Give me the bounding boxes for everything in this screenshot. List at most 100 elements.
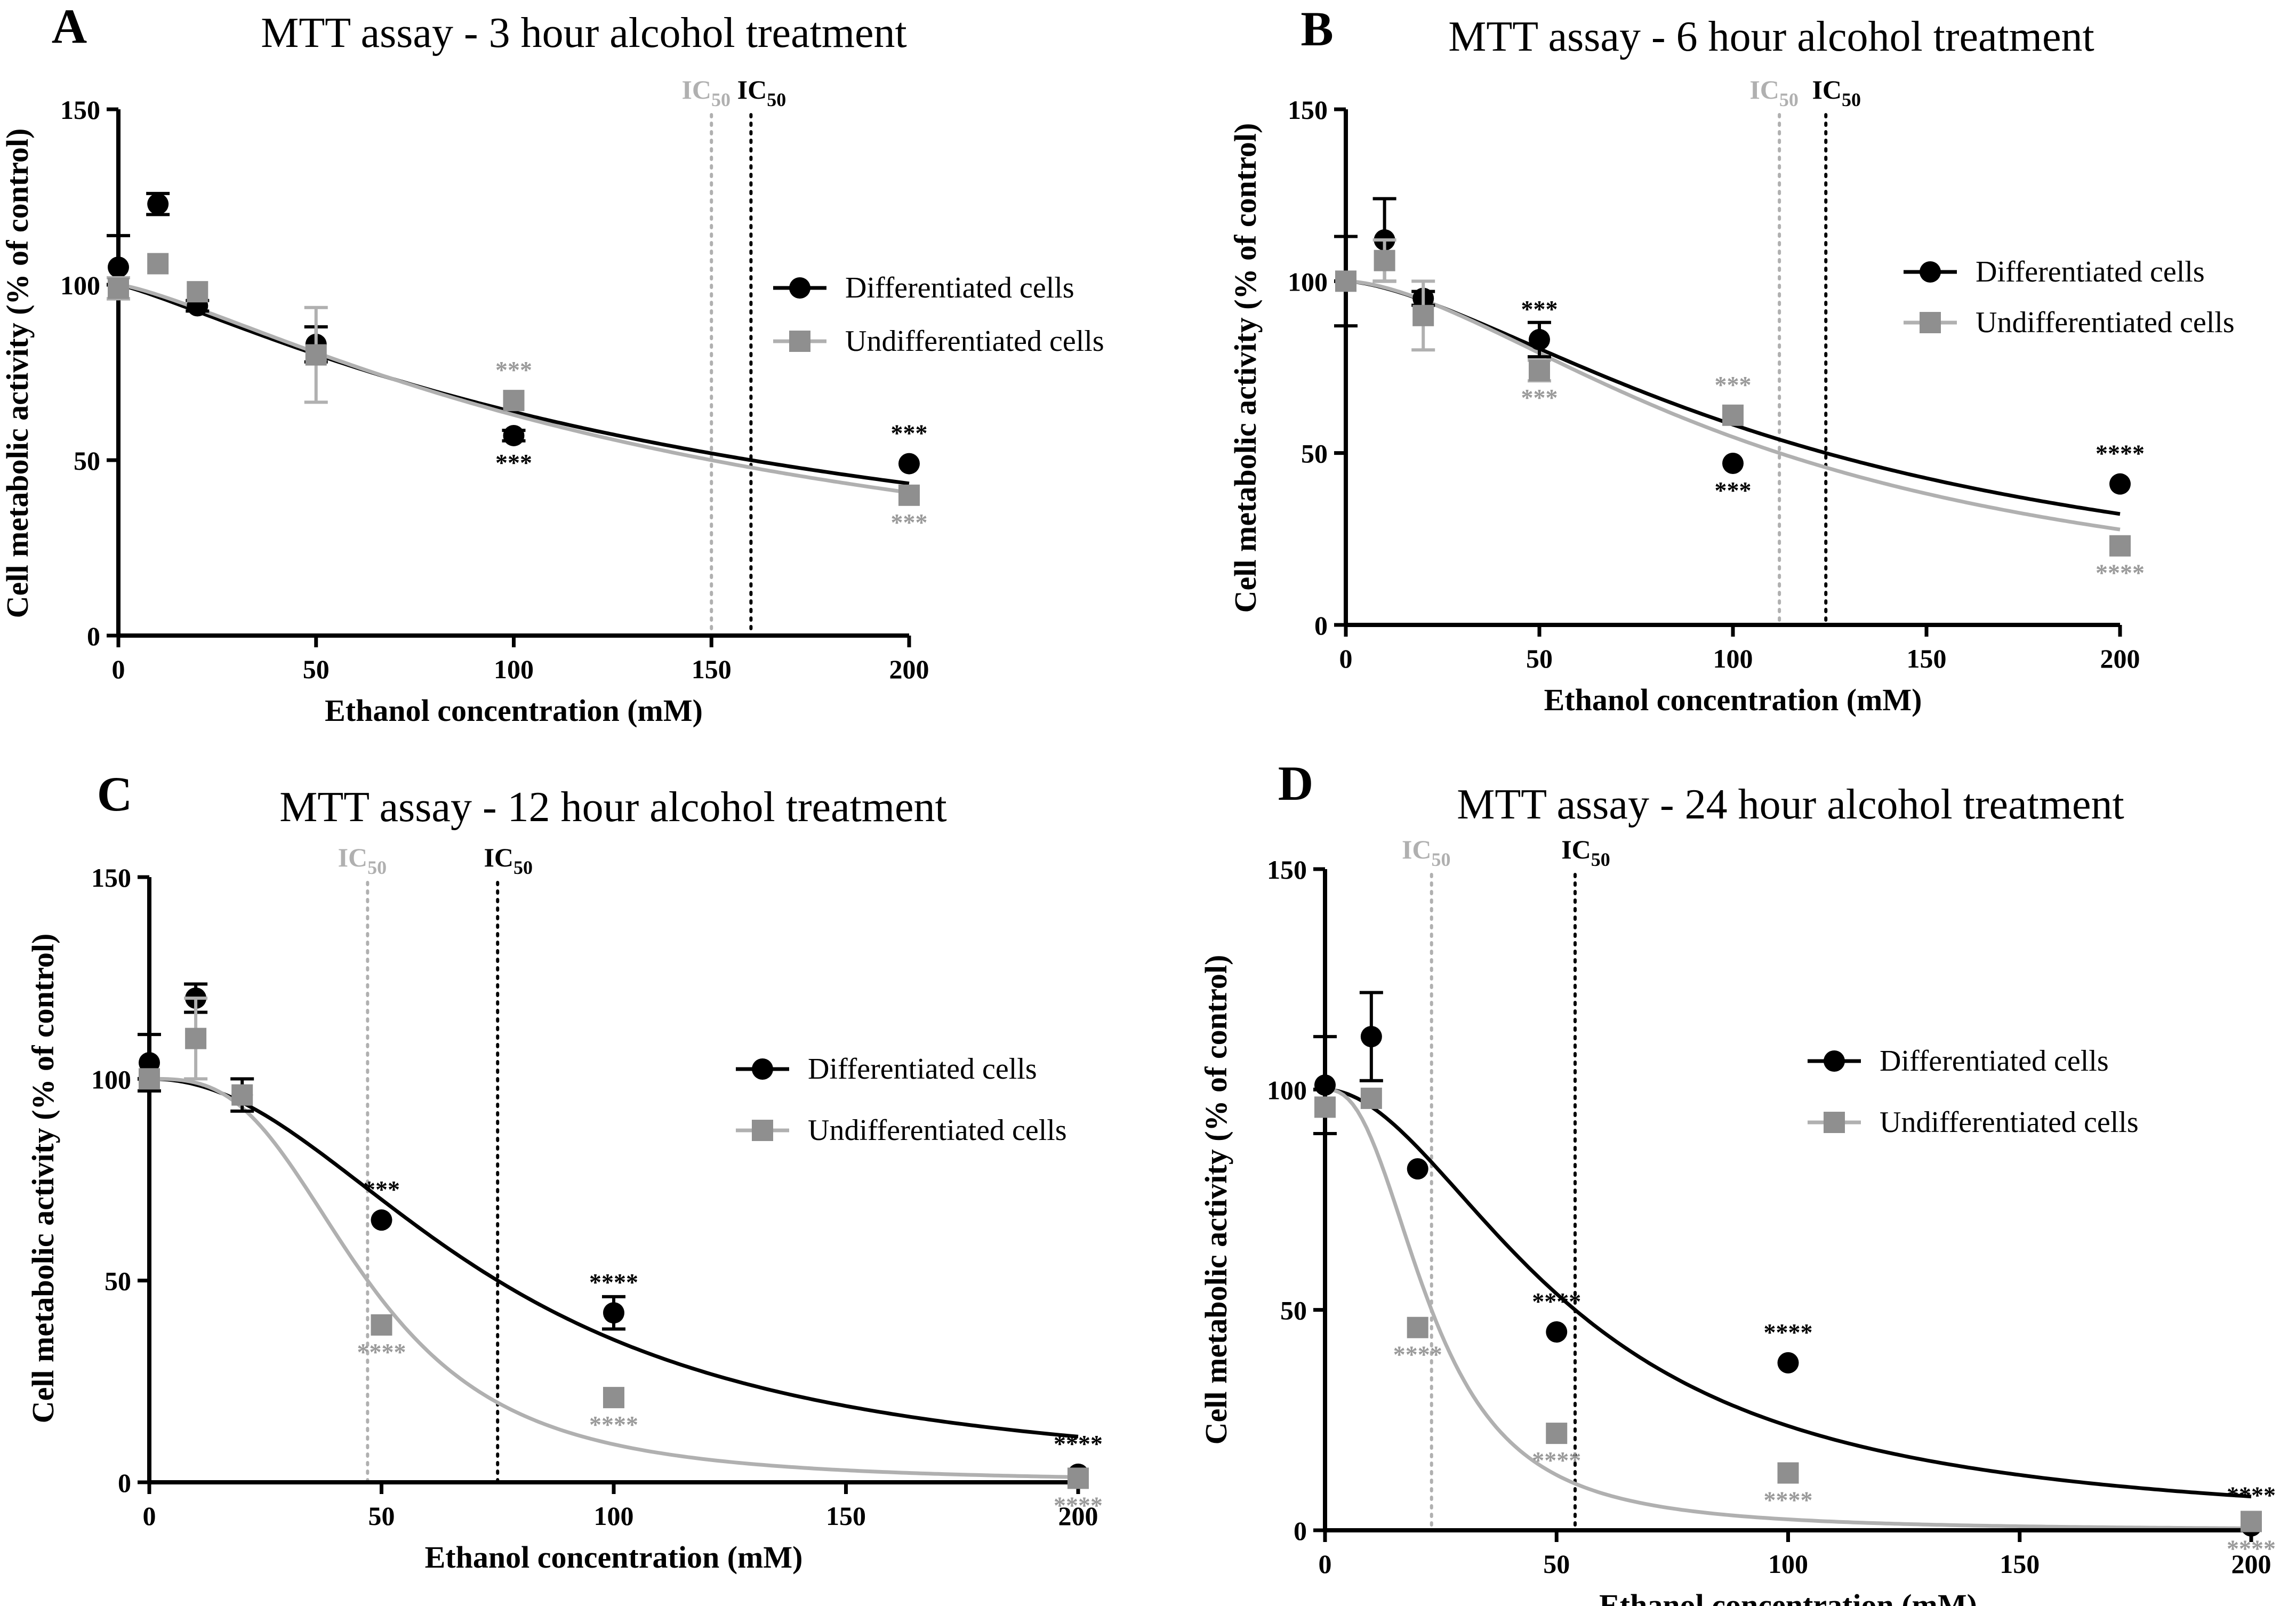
significance-stars: *** xyxy=(1521,295,1558,323)
data-point-undifferentiated xyxy=(305,344,327,366)
legend-label: Undifferentiated cells xyxy=(1880,1106,2139,1139)
y-tick-label: 150 xyxy=(91,863,131,893)
legend-label: Differentiated cells xyxy=(1976,255,2205,288)
x-tick-label: 0 xyxy=(1319,1549,1332,1579)
panel-letter: B xyxy=(1300,2,1333,56)
data-point-differentiated xyxy=(603,1302,624,1324)
data-point-undifferentiated xyxy=(603,1387,624,1409)
significance-stars: *** xyxy=(495,449,532,476)
x-tick-label: 200 xyxy=(1058,1501,1098,1531)
x-tick-label: 100 xyxy=(494,654,534,684)
fit-curve-differentiated xyxy=(118,283,910,486)
legend-label: Undifferentiated cells xyxy=(845,325,1104,358)
ic50-label-text: IC xyxy=(737,75,767,105)
significance-stars: **** xyxy=(1764,1487,1813,1514)
data-point-undifferentiated xyxy=(371,1314,392,1336)
data-point-undifferentiated xyxy=(1722,404,1744,426)
data-point-undifferentiated xyxy=(898,484,920,506)
ic50-label-undifferentiated: IC50 xyxy=(681,75,730,110)
ic50-label-subscript: 50 xyxy=(513,857,533,878)
fit-curve-undifferentiated xyxy=(1345,279,2121,532)
chart-panel-d: D MTT assay - 24 hour alcohol treatmentIC… xyxy=(1199,756,2276,1606)
significance-stars: **** xyxy=(589,1411,638,1438)
ic50-label-subscript: 50 xyxy=(1591,849,1610,870)
data-point-differentiated xyxy=(371,1209,392,1231)
data-point-undifferentiated xyxy=(187,281,208,303)
x-tick-label: 100 xyxy=(1713,644,1753,673)
data-point-differentiated xyxy=(1407,1158,1428,1180)
data-point-undifferentiated xyxy=(1412,304,1434,326)
y-tick-label: 50 xyxy=(1301,439,1328,469)
panel-letter: A xyxy=(52,0,87,53)
series-undifferentiated: **** **** **** **** xyxy=(1314,1087,2276,1562)
significance-stars: *** xyxy=(1715,477,1752,504)
ic50-label-text: IC xyxy=(681,75,711,105)
x-axis-label: Ethanol concentration (mM) xyxy=(325,693,703,728)
ic50-label-undifferentiated: IC50 xyxy=(1402,834,1451,870)
x-tick-label: 0 xyxy=(1339,644,1353,673)
panel-letter: C xyxy=(97,767,132,821)
x-tick-label: 50 xyxy=(1526,644,1553,673)
data-point-undifferentiated xyxy=(1360,1087,1382,1109)
y-tick-label: 150 xyxy=(60,95,100,125)
series-differentiated: **** **** **** xyxy=(1313,991,2276,1537)
legend: Differentiated cells Undifferentiated cel… xyxy=(773,271,1104,358)
ic50-label-subscript: 50 xyxy=(367,857,387,878)
data-point-undifferentiated xyxy=(1546,1423,1568,1444)
ic50-label-subscript: 50 xyxy=(1842,89,1861,110)
y-tick-label: 50 xyxy=(1280,1296,1307,1326)
data-point-undifferentiated xyxy=(1067,1467,1089,1489)
x-tick-label: 200 xyxy=(889,654,929,684)
y-tick-label: 0 xyxy=(87,621,100,651)
significance-stars: *** xyxy=(891,509,928,536)
ic50-label-text: IC xyxy=(1402,834,1432,864)
data-point-undifferentiated xyxy=(1314,1096,1336,1118)
x-tick-label: 50 xyxy=(1543,1549,1570,1579)
data-point-undifferentiated xyxy=(2241,1511,2262,1532)
significance-stars: *** xyxy=(495,356,532,383)
ic50-label-differentiated: IC50 xyxy=(1561,834,1610,870)
data-point-undifferentiated xyxy=(1374,250,1395,271)
y-tick-label: 100 xyxy=(91,1064,131,1094)
legend-marker-square xyxy=(1920,312,1941,333)
legend-marker-square xyxy=(752,1120,773,1141)
y-axis-label: Cell metabolic activity (% of control) xyxy=(1199,955,1233,1445)
y-axis-label: Cell metabolic activity (% of control) xyxy=(0,129,35,619)
series-undifferentiated: *** ******* xyxy=(1335,238,2145,587)
data-point-undifferentiated xyxy=(1529,359,1550,381)
x-tick-label: 0 xyxy=(143,1501,156,1531)
significance-stars: **** xyxy=(2096,440,2145,467)
y-tick-label: 50 xyxy=(74,446,100,476)
data-point-undifferentiated xyxy=(185,1027,207,1049)
data-point-undifferentiated xyxy=(2109,535,2131,557)
data-point-undifferentiated xyxy=(1335,270,1356,292)
data-point-undifferentiated xyxy=(503,390,525,412)
fit-curve-undifferentiated xyxy=(149,1077,1079,1479)
chart-title: MTT assay - 24 hour alcohol treatment xyxy=(1457,781,2124,828)
y-axis-label: Cell metabolic activity (% of control) xyxy=(26,934,60,1424)
x-tick-label: 50 xyxy=(303,654,330,684)
chart-panel-c: C MTT assay - 12 hour alcohol treatment IC… xyxy=(26,767,1103,1575)
x-tick-label: 100 xyxy=(1768,1549,1808,1579)
y-tick-label: 150 xyxy=(1288,95,1328,125)
legend-marker-circle xyxy=(752,1058,773,1080)
ic50-label-text: IC xyxy=(1812,75,1842,105)
legend: Differentiated cells Undifferentiated cel… xyxy=(736,1053,1067,1147)
data-point-undifferentiated xyxy=(139,1068,160,1090)
y-tick-label: 0 xyxy=(1314,611,1328,640)
data-point-differentiated xyxy=(1529,328,1550,350)
significance-stars: *** xyxy=(363,1176,400,1203)
ic50-label-differentiated: IC50 xyxy=(1812,75,1861,110)
y-tick-label: 0 xyxy=(118,1468,131,1498)
legend-label: Differentiated cells xyxy=(845,271,1074,304)
significance-stars: **** xyxy=(1532,1288,1581,1315)
legend: Differentiated cells Undifferentiated cel… xyxy=(1904,255,2235,339)
chart-panel-a: A MTT assay - 3 hour alcohol treatmentIC5… xyxy=(0,0,1104,728)
ic50-label-text: IC xyxy=(484,842,513,872)
legend-label: Undifferentiated cells xyxy=(1976,306,2235,339)
legend-marker-circle xyxy=(789,277,810,299)
fit-curve-undifferentiated xyxy=(118,283,910,495)
x-tick-label: 150 xyxy=(826,1501,866,1531)
significance-stars: **** xyxy=(1054,1430,1103,1457)
